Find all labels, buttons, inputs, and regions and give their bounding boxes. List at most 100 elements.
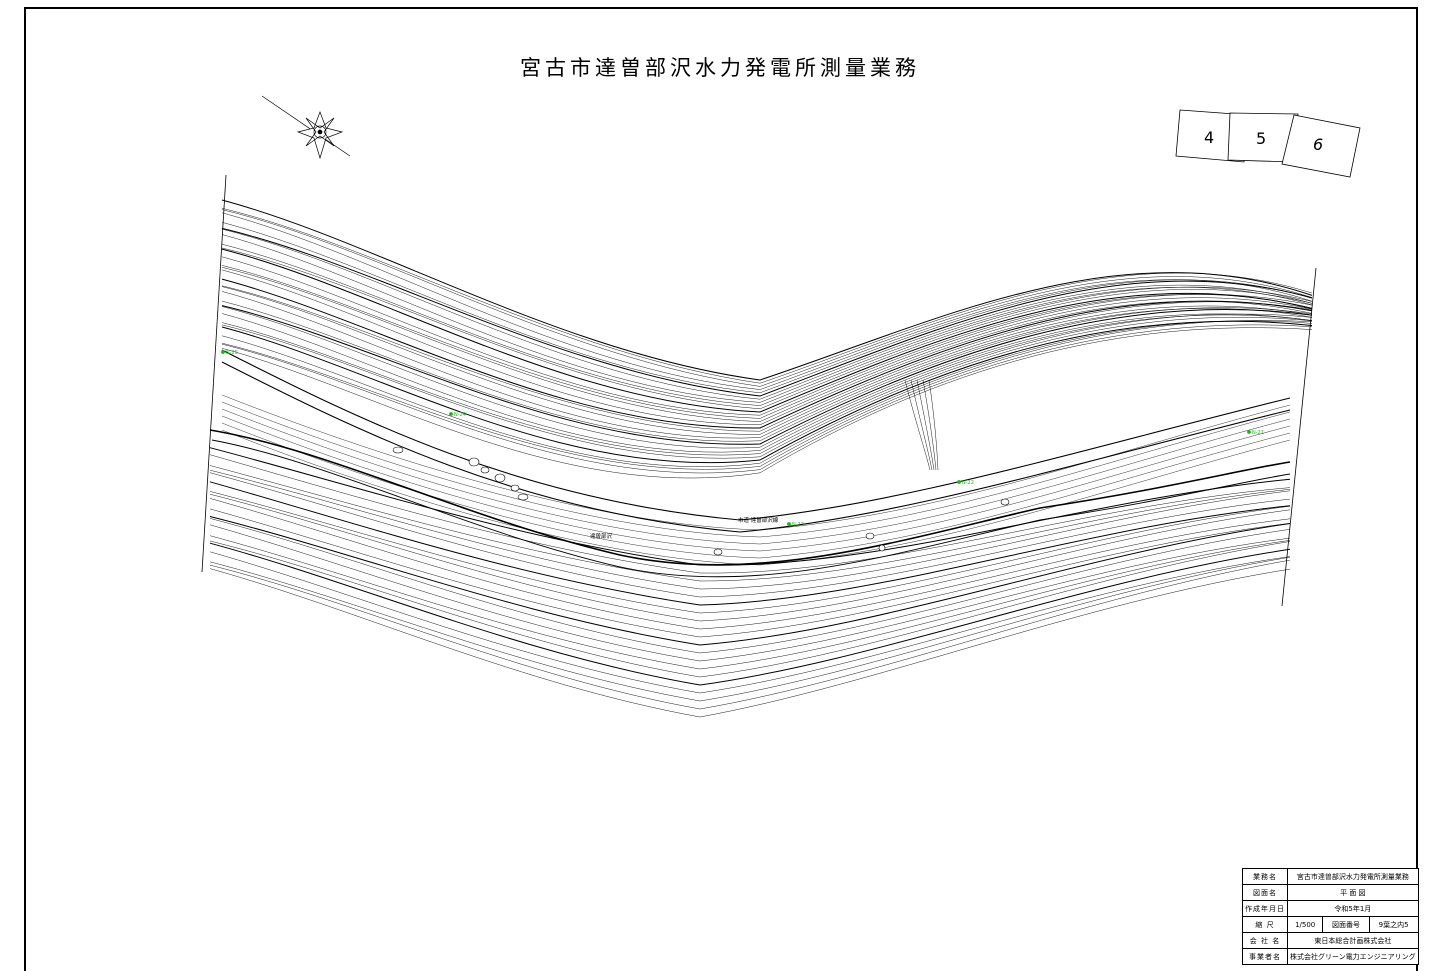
survey-point-label: N-25 — [226, 350, 238, 356]
contour-line — [221, 228, 1313, 400]
contour-line — [209, 540, 1291, 678]
map-left-boundary — [201, 174, 227, 573]
title-block-client-value: 株式会社グリーン電力エンジニアリング — [1287, 948, 1419, 965]
contour-line — [209, 535, 1291, 670]
contour-line — [221, 212, 1313, 390]
sheet-index-label-6: 6 — [1313, 135, 1323, 154]
contour-line — [209, 559, 1291, 710]
contour-line — [209, 472, 1291, 598]
contour-line — [221, 278, 1313, 429]
contour-line — [221, 320, 1313, 467]
contour-line — [221, 267, 1313, 422]
title-block-scale-value: 1/500 — [1286, 916, 1324, 933]
contour-line — [209, 465, 1291, 582]
contour-line — [209, 524, 1291, 662]
contour-line — [221, 408, 1291, 545]
title-block-job-label: 業務名 — [1242, 868, 1288, 885]
contour-line — [209, 542, 1291, 686]
title-block-date-label: 作成年月日 — [1242, 900, 1288, 917]
title-block-drawing-label: 図面名 — [1242, 884, 1288, 901]
survey-point-label: N-22 — [962, 480, 974, 486]
title-block-company-value: 東日本総合計画株式会社 — [1287, 932, 1419, 949]
contour-line — [209, 508, 1291, 638]
contour-line — [209, 454, 1291, 574]
contour-line — [221, 401, 1291, 538]
contour-line — [221, 286, 1313, 435]
title-block-drawing-value: 平 面 図 — [1287, 884, 1419, 901]
contour-line — [209, 551, 1291, 694]
sheet-index-label-5: 5 — [1256, 129, 1266, 148]
contour-line — [221, 429, 1291, 566]
contour-line — [221, 300, 1313, 442]
title-block-job-value: 宮古市達曽部沢水力発電所測量業務 — [1287, 868, 1419, 885]
contour-line — [904, 379, 931, 471]
survey-point-marker[interactable] — [957, 480, 961, 484]
contour-line — [221, 248, 1313, 413]
contour-line — [922, 379, 937, 471]
contour-line — [221, 199, 1313, 381]
contour-line — [221, 256, 1313, 416]
survey-point-label: N-23 — [792, 522, 804, 528]
contour-line — [209, 447, 1291, 566]
title-block-sheet-no-label: 図面番号 — [1322, 916, 1370, 933]
contour-line — [221, 327, 1313, 479]
title-block-scale-label: 縮 尺 — [1242, 916, 1288, 933]
contour-line — [221, 207, 1313, 384]
contour-line — [916, 379, 935, 471]
contour-line — [221, 313, 1313, 453]
sheet-index-box-6[interactable] — [1281, 114, 1361, 178]
road-edge-lower — [221, 361, 1291, 533]
sheet-index-label-4: 4 — [1204, 128, 1214, 147]
drawing-frame — [24, 7, 1418, 971]
river-bank — [211, 439, 1291, 578]
road-edge-upper — [221, 349, 1291, 521]
contour-line — [209, 491, 1291, 614]
contour-line — [928, 379, 939, 471]
contour-line — [221, 422, 1291, 559]
drawing-title: 宮古市達曽部沢水力発電所測量業務 — [520, 56, 920, 80]
contour-line — [221, 209, 1313, 387]
compass-rose-icon — [261, 95, 351, 160]
title-block-client-label: 事業者名 — [1242, 948, 1288, 965]
contour-line — [221, 415, 1291, 552]
survey-point-label: N-21 — [1252, 430, 1264, 436]
boulder-symbols — [392, 446, 1010, 556]
contour-line — [221, 313, 1313, 456]
river-name-label: 達曽部沢 — [590, 532, 613, 540]
contour-line — [221, 222, 1313, 394]
title-block-company-label: 会 社 名 — [1242, 932, 1288, 949]
contour-line — [221, 269, 1313, 426]
contour-line — [209, 469, 1291, 590]
contour-line — [221, 320, 1313, 464]
contour-line — [209, 498, 1291, 630]
contour-line — [221, 243, 1313, 406]
contour-line — [910, 379, 933, 471]
survey-point-marker[interactable] — [221, 350, 225, 354]
contour-line — [221, 324, 1313, 474]
contour-line — [209, 556, 1291, 702]
title-block-sheet-no-value: 9葉之内5 — [1368, 916, 1419, 933]
road-name-label: 市道 達曽部沢線 — [738, 516, 779, 524]
survey-point-label: N-24 — [454, 412, 466, 418]
contour-line — [209, 568, 1291, 718]
contour-line — [221, 285, 1313, 432]
contour-line — [221, 227, 1313, 397]
title-block: 業務名 宮古市達曽部沢水力発電所測量業務 図面名 平 面 図 作成年月日 令和5… — [1242, 868, 1419, 965]
contour-line — [221, 306, 1313, 449]
contour-line — [221, 265, 1313, 419]
river-line — [209, 429, 1291, 566]
contour-line — [209, 493, 1291, 622]
contour-line — [209, 518, 1291, 654]
survey-point-marker[interactable] — [1247, 430, 1251, 434]
contour-line — [221, 247, 1313, 410]
contour-line — [209, 516, 1291, 646]
contour-line — [209, 481, 1291, 606]
survey-point-marker[interactable] — [449, 412, 453, 416]
title-block-date-value: 令和5年1月 — [1287, 900, 1419, 917]
contour-lines — [209, 199, 1313, 718]
survey-point-marker[interactable] — [787, 522, 791, 526]
contour-line — [221, 320, 1313, 470]
contour-line — [221, 234, 1313, 403]
